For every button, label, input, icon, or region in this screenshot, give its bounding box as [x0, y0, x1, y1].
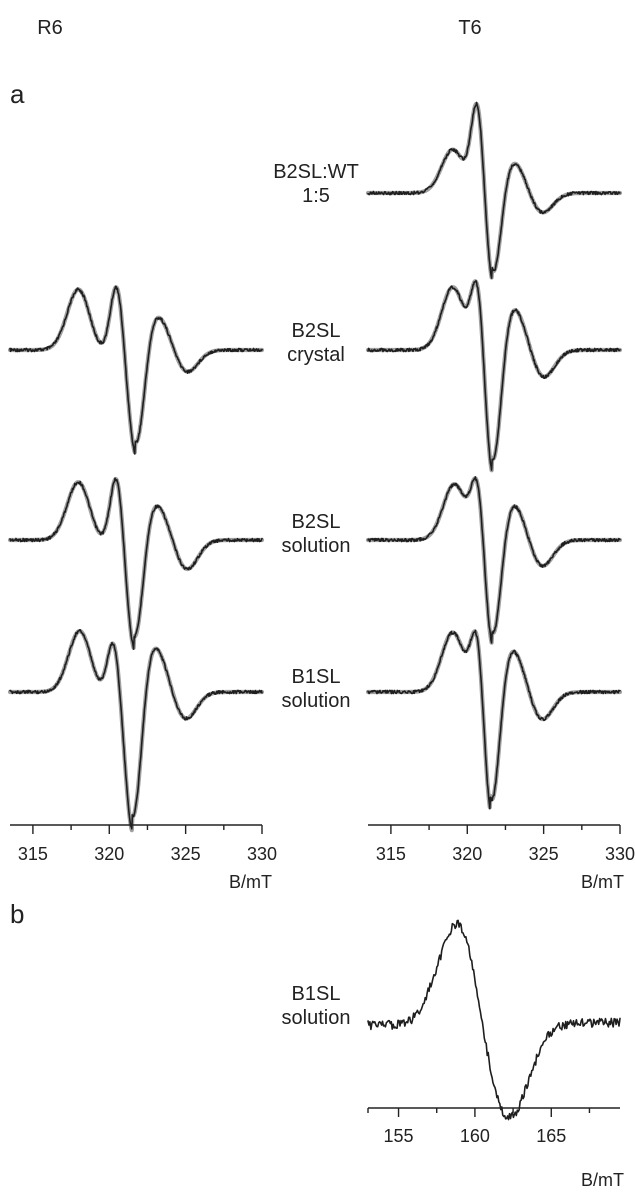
x-tick-label-t6-320: 320 [452, 844, 482, 864]
simulated-trace-t6-1 [365, 101, 623, 280]
trace-label-row4-line2: solution [282, 690, 351, 712]
trace-label-row2-line1: B2SL [292, 320, 341, 342]
experimental-trace-t6-4 [367, 629, 621, 810]
panel-letter-a: a [10, 79, 25, 109]
trace-label-row4-line1: B1SL [292, 666, 341, 688]
experimental-trace-t6-1 [367, 101, 621, 279]
simulated-trace-t6-3 [365, 476, 623, 645]
trace-label-t6-1-line2: 1:5 [302, 185, 330, 207]
experimental-trace-r6-1 [9, 285, 263, 455]
x-tick-label-r6-315: 315 [18, 844, 48, 864]
x-tick-label-t6-325: 325 [529, 844, 559, 864]
column-title-r6: R6 [37, 17, 63, 39]
simulated-trace-r6-2 [7, 476, 265, 650]
x-tick-label-t6-315: 315 [376, 844, 406, 864]
trace-label-t6-1-line1: B2SL:WT [273, 161, 359, 183]
x-axis-label-b: B/mT [581, 1170, 624, 1190]
trace-label-row3-line1: B2SL [292, 511, 341, 533]
trace-label-b-line1: B1SL [292, 983, 341, 1005]
plot-area: 315 320 325 330 315 320 325 330 155 160 165 [7, 101, 635, 1146]
experimental-trace-r6-3 [9, 629, 263, 830]
panel-letter-b: b [10, 899, 24, 929]
x-tick-label-r6-320: 320 [94, 844, 124, 864]
x-tick-label-t6-330: 330 [605, 844, 635, 864]
simulated-trace-r6-1 [7, 285, 265, 455]
x-axis-label-r6: B/mT [229, 872, 272, 892]
x-tick-label-b-160: 160 [460, 1126, 490, 1146]
simulated-trace-t6-2 [365, 279, 623, 473]
experimental-trace-r6-2 [9, 477, 263, 650]
x-tick-label-b-165: 165 [536, 1126, 566, 1146]
simulated-trace-t6-4 [365, 629, 623, 810]
x-tick-label-b-155: 155 [384, 1126, 414, 1146]
experimental-trace-b1sl-solution-low-field [367, 919, 621, 1121]
trace-label-b-line2: solution [282, 1007, 351, 1029]
trace-label-row2-line2: crystal [287, 344, 345, 366]
experimental-trace-t6-2 [367, 279, 621, 471]
trace-label-row3-line2: solution [282, 535, 351, 557]
x-tick-label-r6-330: 330 [247, 844, 277, 864]
x-tick-label-r6-325: 325 [171, 844, 201, 864]
experimental-trace-t6-3 [367, 476, 621, 644]
x-axis-label-t6: B/mT [581, 872, 624, 892]
column-title-t6: T6 [458, 17, 481, 39]
